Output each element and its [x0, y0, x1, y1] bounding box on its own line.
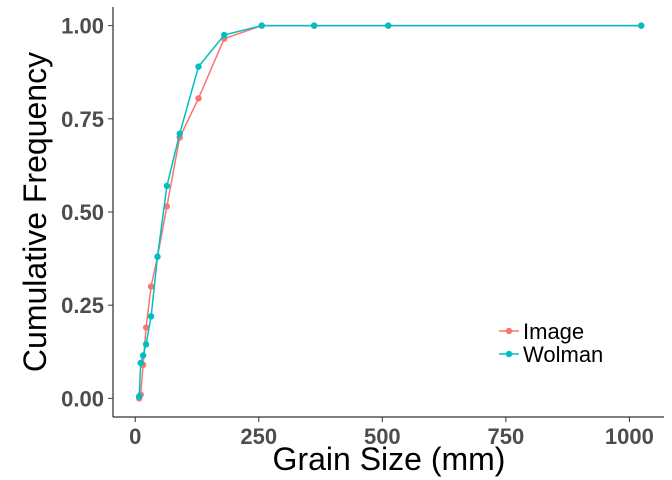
- data-point: [147, 283, 155, 290]
- x-tick-label: 750: [488, 424, 525, 449]
- x-tick-label: 500: [364, 424, 401, 449]
- series: [135, 22, 645, 402]
- legend-label-wolman: Wolman: [523, 342, 603, 367]
- y-tick-label: 0.00: [61, 386, 104, 411]
- y-tick-label: 1.00: [61, 14, 104, 39]
- y-tick-label: 0.75: [61, 107, 104, 132]
- data-point: [135, 393, 143, 400]
- series-wolman: [135, 22, 645, 400]
- data-point: [220, 31, 228, 39]
- data-point: [154, 253, 161, 260]
- x-tick-label: 0: [129, 424, 141, 449]
- data-point: [176, 130, 183, 137]
- data-point: [195, 63, 202, 70]
- y-tick-label: 0.25: [61, 293, 104, 318]
- legend-label-image: Image: [523, 319, 584, 344]
- data-point: [137, 359, 144, 367]
- data-point: [195, 95, 202, 102]
- data-point: [310, 22, 318, 29]
- legend: Image Wolman: [499, 319, 603, 367]
- y-axis-title: Cumulative Frequency: [17, 52, 53, 372]
- data-point: [142, 324, 150, 331]
- x-tick-label: 250: [240, 424, 277, 449]
- data-point: [142, 341, 150, 348]
- legend-key-point: [505, 327, 513, 335]
- data-point: [147, 313, 155, 320]
- data-point: [163, 203, 171, 210]
- data-point: [258, 22, 265, 29]
- legend-key-point: [505, 350, 513, 358]
- ticks: 0 250 500 750 1000 0.00 0.25 0.50 0.75 1.00: [61, 14, 654, 449]
- y-tick-label: 0.50: [61, 200, 104, 225]
- legend-item-image: Image: [499, 319, 584, 344]
- x-axis-title: Grain Size (mm): [273, 441, 506, 477]
- data-point: [638, 22, 645, 29]
- x-tick-label: 1000: [605, 424, 654, 449]
- data-point: [139, 352, 147, 359]
- data-point: [385, 22, 392, 29]
- data-point: [163, 182, 171, 190]
- legend-item-wolman: Wolman: [499, 342, 603, 367]
